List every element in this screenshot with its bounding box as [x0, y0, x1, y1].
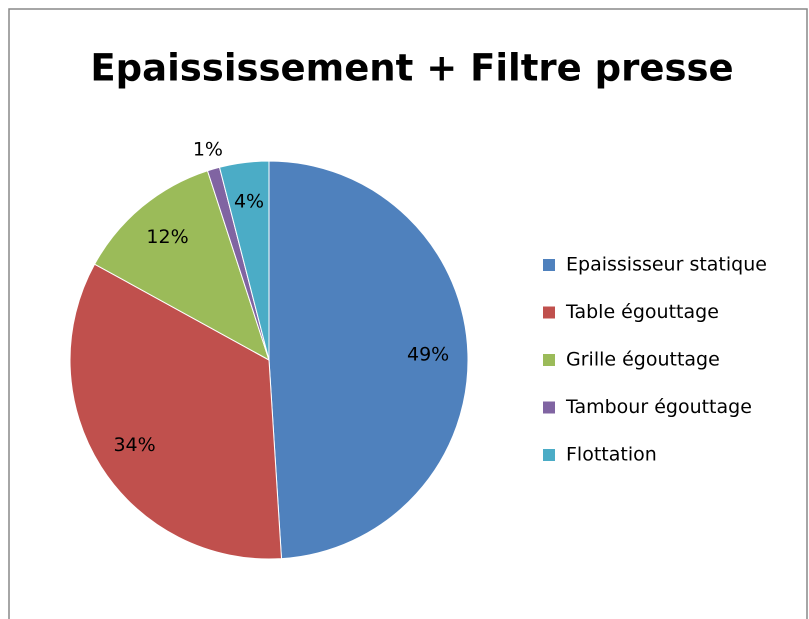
pie-slice: [93, 170, 270, 362]
legend-label: Grille égouttage: [566, 349, 720, 371]
legend-label: Flottation: [566, 444, 657, 466]
legend-swatch: [543, 354, 555, 366]
legend-label: Tambour égouttage: [565, 396, 752, 418]
legend-swatch: [543, 259, 555, 271]
legend-swatch: [543, 401, 555, 414]
data-label: 4%: [234, 191, 264, 213]
data-label: 34%: [113, 434, 155, 456]
pie-slice: [218, 160, 270, 361]
data-label: 12%: [146, 226, 188, 248]
pie-slice: [268, 160, 469, 560]
data-label: 49%: [407, 343, 449, 365]
legend-label: Table égouttage: [565, 301, 719, 323]
legend-label: Epaississeur statique: [566, 254, 767, 276]
legend-swatch: [543, 306, 555, 319]
legend-swatch: [543, 449, 555, 461]
chart-frame: [8, 8, 808, 619]
data-label: 1%: [193, 138, 223, 160]
chart-title: Epaississement + Filtre presse: [90, 47, 733, 90]
